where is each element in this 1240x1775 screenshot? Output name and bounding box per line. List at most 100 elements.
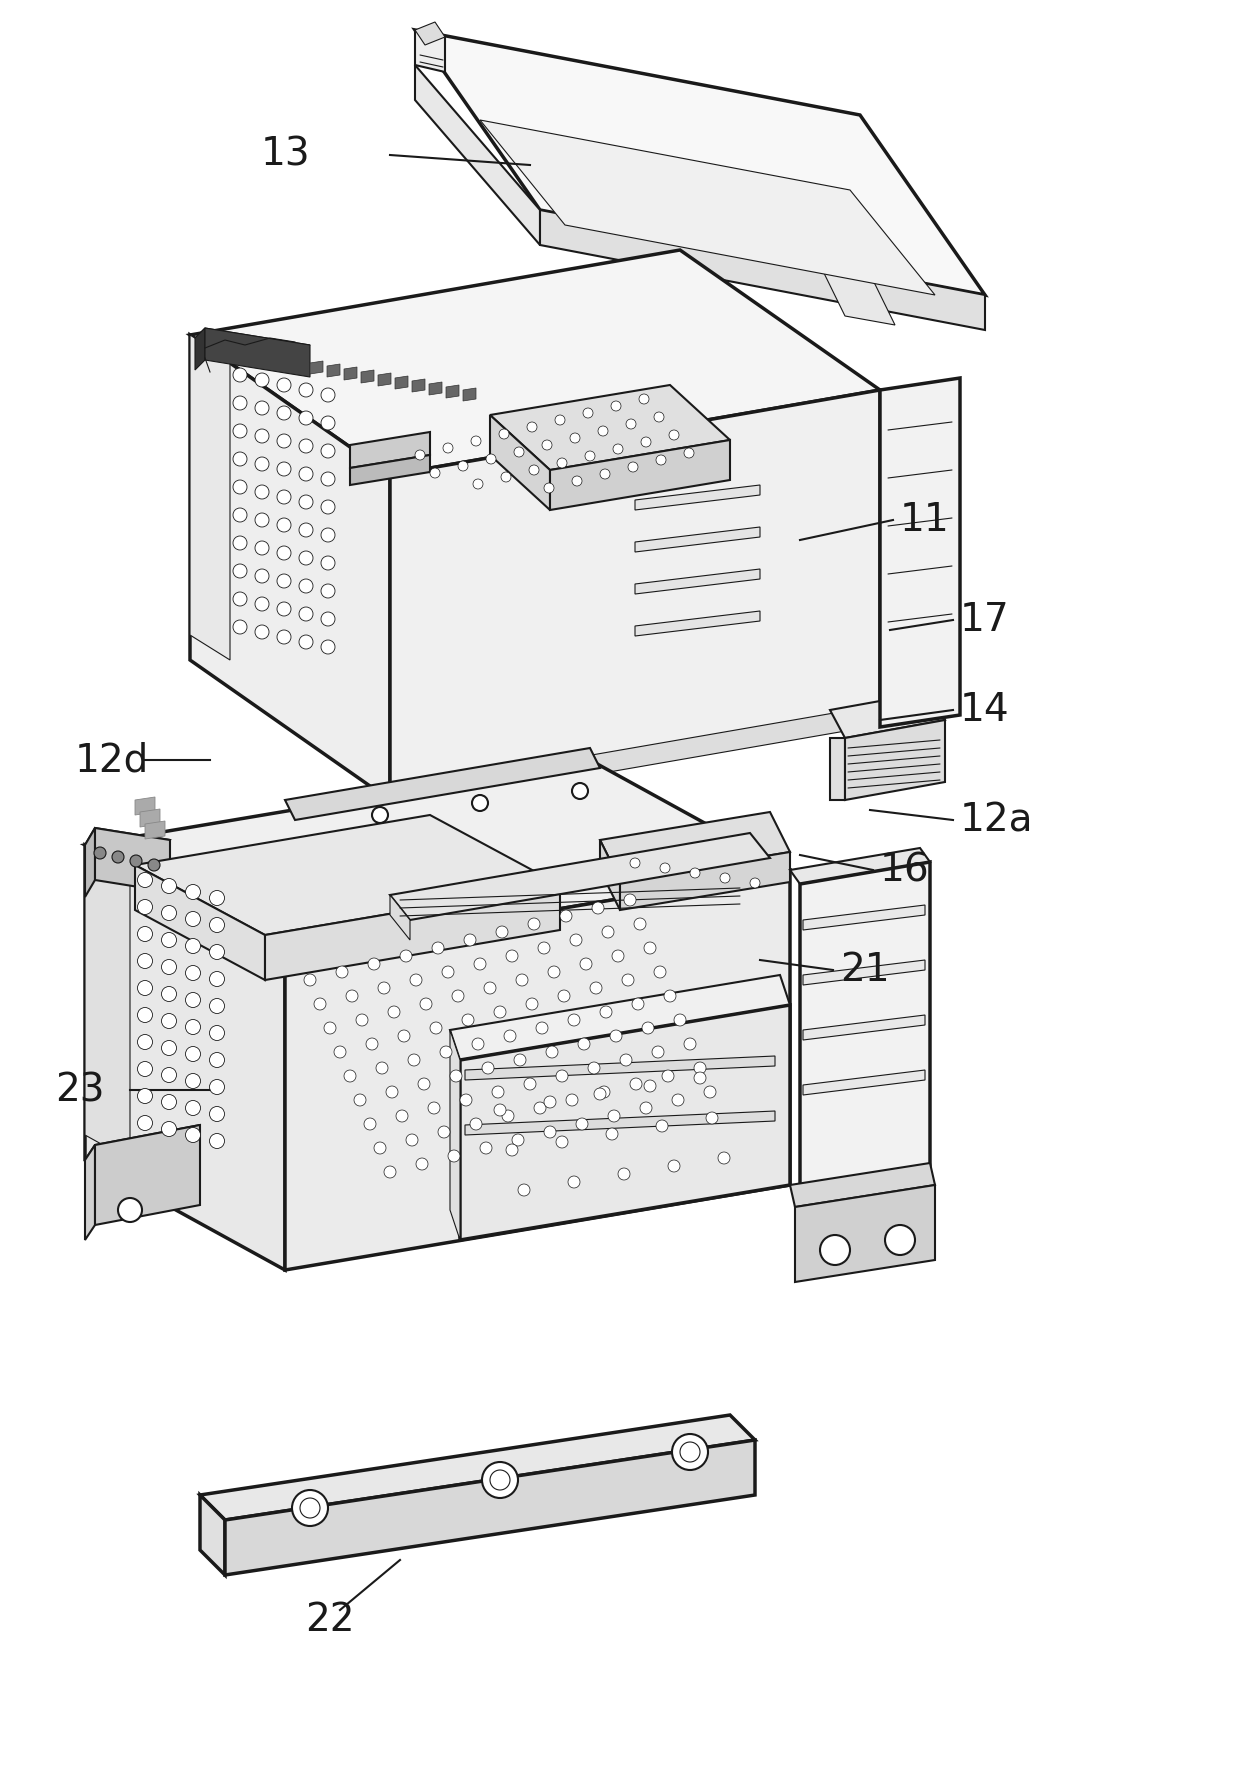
Circle shape [277, 630, 291, 644]
Circle shape [138, 1115, 153, 1131]
Circle shape [750, 879, 760, 888]
Circle shape [343, 1070, 356, 1083]
Polygon shape [391, 832, 770, 919]
Circle shape [460, 1093, 472, 1106]
Polygon shape [415, 30, 985, 295]
Circle shape [277, 573, 291, 588]
Circle shape [210, 944, 224, 960]
Circle shape [474, 959, 486, 969]
Circle shape [210, 1106, 224, 1122]
Circle shape [299, 412, 312, 424]
Circle shape [653, 412, 663, 422]
Polygon shape [460, 1005, 790, 1241]
Circle shape [720, 873, 730, 882]
Polygon shape [95, 1125, 200, 1225]
Circle shape [346, 990, 358, 1003]
Circle shape [568, 1177, 580, 1187]
Circle shape [161, 932, 176, 948]
Circle shape [644, 943, 656, 953]
Polygon shape [285, 747, 600, 820]
Circle shape [186, 1127, 201, 1143]
Polygon shape [635, 570, 760, 595]
Circle shape [277, 547, 291, 559]
Polygon shape [135, 797, 155, 815]
Circle shape [624, 895, 636, 905]
Polygon shape [350, 431, 430, 469]
Circle shape [820, 1235, 849, 1266]
Polygon shape [790, 1163, 935, 1207]
Circle shape [277, 378, 291, 392]
Polygon shape [415, 66, 539, 245]
Circle shape [299, 635, 312, 650]
Circle shape [161, 1067, 176, 1083]
Circle shape [634, 918, 646, 930]
Circle shape [438, 1125, 450, 1138]
Circle shape [718, 1152, 730, 1164]
Circle shape [613, 950, 624, 962]
Circle shape [611, 401, 621, 412]
Polygon shape [265, 886, 560, 980]
Polygon shape [86, 845, 285, 1269]
Polygon shape [205, 328, 310, 376]
Circle shape [706, 1111, 718, 1124]
Circle shape [680, 1441, 701, 1463]
Circle shape [299, 383, 312, 398]
Circle shape [410, 974, 422, 985]
Circle shape [663, 990, 676, 1003]
Circle shape [428, 1102, 440, 1115]
Circle shape [255, 625, 269, 639]
Circle shape [572, 783, 588, 799]
Polygon shape [190, 335, 229, 660]
Circle shape [565, 1093, 578, 1106]
Circle shape [660, 863, 670, 873]
Circle shape [378, 982, 391, 994]
Circle shape [138, 980, 153, 996]
Circle shape [538, 943, 551, 953]
Circle shape [277, 518, 291, 532]
Circle shape [601, 927, 614, 937]
Circle shape [570, 934, 582, 946]
Circle shape [670, 430, 680, 440]
Circle shape [613, 444, 622, 454]
Circle shape [255, 401, 269, 415]
Polygon shape [551, 440, 730, 509]
Polygon shape [635, 527, 760, 552]
Polygon shape [600, 840, 620, 911]
Polygon shape [140, 809, 160, 827]
Circle shape [299, 607, 312, 621]
Circle shape [580, 959, 591, 969]
Circle shape [300, 1498, 320, 1518]
Circle shape [255, 570, 269, 582]
Circle shape [560, 911, 572, 921]
Circle shape [233, 564, 247, 579]
Circle shape [527, 422, 537, 431]
Circle shape [515, 447, 525, 456]
Circle shape [321, 641, 335, 653]
Circle shape [630, 1077, 642, 1090]
Circle shape [401, 950, 412, 962]
Circle shape [356, 1014, 368, 1026]
Circle shape [501, 472, 511, 483]
Circle shape [585, 451, 595, 462]
Circle shape [277, 490, 291, 504]
Circle shape [418, 1077, 430, 1090]
Circle shape [277, 602, 291, 616]
Polygon shape [450, 974, 790, 1060]
Circle shape [432, 943, 444, 953]
Circle shape [388, 1006, 401, 1019]
Circle shape [598, 426, 608, 437]
Circle shape [277, 435, 291, 447]
Polygon shape [200, 1415, 755, 1519]
Circle shape [441, 966, 454, 978]
Circle shape [161, 905, 176, 921]
Polygon shape [412, 380, 425, 392]
Circle shape [694, 1072, 706, 1085]
Polygon shape [635, 485, 760, 509]
Polygon shape [135, 815, 560, 935]
Text: 21: 21 [839, 951, 889, 989]
Polygon shape [830, 738, 844, 801]
Circle shape [130, 856, 143, 866]
Circle shape [408, 1054, 420, 1067]
Circle shape [405, 1134, 418, 1147]
Circle shape [506, 1145, 518, 1156]
